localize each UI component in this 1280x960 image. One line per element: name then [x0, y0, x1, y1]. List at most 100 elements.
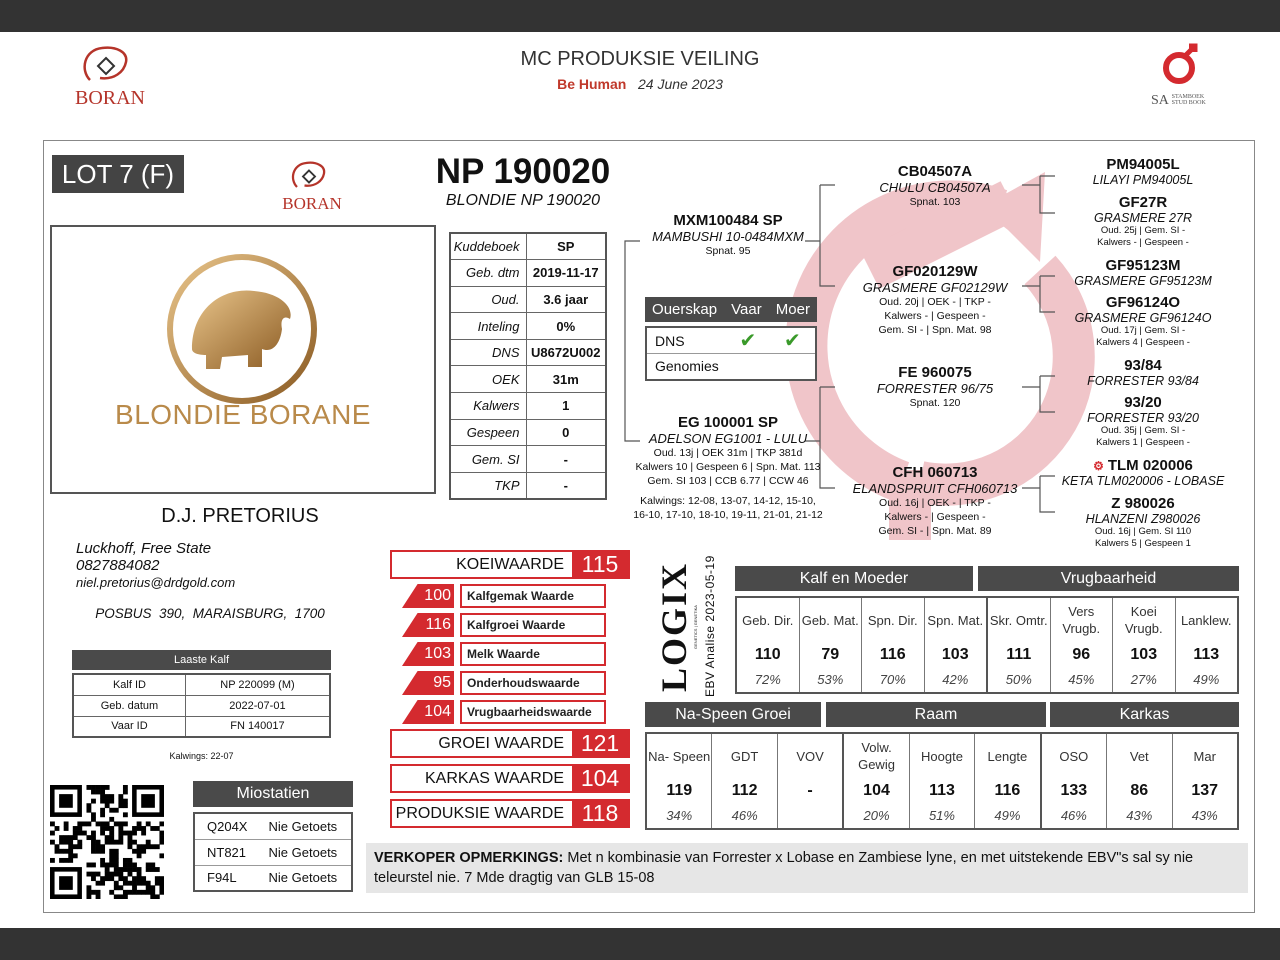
ebv-accuracy — [778, 808, 842, 824]
pedigree-id-text: CFH 060713 — [892, 464, 978, 481]
pedigree-info: 16-10, 17-10, 18-10, 19-11, 21-01, 21-12 — [633, 509, 823, 521]
detail-label: Kalwers — [450, 392, 527, 420]
pedigree-id-text: Z 980026 — [1111, 495, 1175, 512]
myostatin-code: Q204X — [194, 813, 257, 840]
pedigree-paternal-grandsire: CB04507A CHULU CB04507A Spnat. 103 — [879, 163, 990, 209]
ebv-column: Volw. Gewig 104 20% — [844, 734, 910, 828]
pedigree-name: FORRESTER 93/20 — [1087, 411, 1199, 425]
qr-code[interactable] — [50, 785, 164, 899]
pedigree-name: ELANDSPRUIT CFH060713 — [852, 481, 1018, 496]
lot-card-frame — [43, 140, 1255, 913]
dam-check-icon — [769, 353, 816, 380]
organizer: Be Human — [557, 76, 627, 92]
pedigree-id: 93/84 — [1087, 357, 1199, 374]
ebv-value: 116 — [879, 646, 906, 663]
auction-date: 24 June 2023 — [638, 76, 723, 92]
sub-index-value: 100 — [402, 584, 454, 608]
ebv-trait: GDT — [730, 748, 759, 764]
sub-index-value: 104 — [402, 700, 454, 724]
pedigree-name: GRASMERE GF02129W — [862, 280, 1008, 295]
ebv-value: 133 — [1060, 782, 1088, 799]
ebv-column: VOV - — [778, 734, 845, 828]
last-calf-row: Kalf ID NP 220099 (M) — [72, 673, 331, 696]
pedigree-info: Oud. 20j | OEK - | TKP - — [879, 296, 991, 308]
pedigree-name: MAMBUSHI 10-0484MXM — [652, 229, 804, 244]
pedigree-info: Gem. SI - | Spn. Mat. 98 — [878, 324, 992, 336]
ebv-value: 137 — [1191, 782, 1219, 799]
myostatin-row: Q204X Nie Getoets — [194, 813, 352, 840]
boran-logo: BORAN — [70, 42, 150, 109]
detail-value: 3.6 jaar — [526, 286, 606, 314]
karkas-label: KARKAS WAARDE — [425, 770, 564, 787]
detail-value: - — [526, 445, 606, 473]
ebv-trait: Skr. Omtr. — [989, 612, 1048, 628]
pedigree-id: PM94005L — [1093, 156, 1194, 173]
pedigree-info: Gem. SI 103 | CCB 6.77 | CCW 46 — [647, 475, 809, 487]
seller-remarks-text: Met n kombinasie van Forrester x Lobase … — [374, 850, 1194, 886]
ebv-column: Spn. Dir. 116 70% — [862, 598, 925, 692]
pedigree-ggd-4: Z 980026 HLANZENI Z980026 Oud. 16j | Gem. … — [1086, 495, 1201, 550]
pedigree-info: Spnat. 120 — [909, 397, 961, 409]
dam-check-icon: ✔ — [769, 327, 816, 354]
ebv-column: GDT 112 46% — [712, 734, 778, 828]
ebv-column: Skr. Omtr. 111 50% — [988, 598, 1051, 692]
ebv-accuracy: 51% — [928, 808, 955, 823]
ebv-column: Hoogte 113 51% — [910, 734, 976, 828]
detail-value: U8672U002 — [526, 339, 606, 367]
ebv-trait: Volw. Gewig — [858, 740, 895, 772]
ebv-trait: Na- Speen — [648, 748, 711, 764]
pedigree-name: CHULU CB04507A — [879, 180, 991, 195]
ebv-column: Geb. Dir. 110 72% — [737, 598, 800, 692]
ebv-value: 103 — [941, 646, 969, 663]
sub-index: 116 Kalfgroei Waarde — [402, 613, 606, 637]
boran-logo-text: BORAN — [74, 87, 145, 109]
pedigree-name: ADELSON EG1001 - LULU — [648, 431, 808, 446]
parentage-row: DNS ✔ ✔ — [646, 327, 816, 354]
owner-email[interactable]: niel.pretorius@drdgold.com — [76, 575, 236, 590]
pedigree-info: Kalwers 4 | Gespeen - — [1096, 337, 1190, 348]
detail-row: Inteling 0% — [450, 312, 606, 340]
koeiwaarde-value: 115 — [572, 552, 628, 577]
ebv-column: Vers Vrugb. 96 45% — [1051, 598, 1113, 692]
pedigree-id-text: FE 960075 — [898, 364, 972, 381]
ebv-trait: Vers Vrugb. — [1062, 604, 1101, 636]
groei-label: GROEI WAARDE — [438, 735, 564, 752]
pedigree-maternal-granddam: CFH 060713 ELANDSPRUIT CFH060713 Oud. 16j … — [853, 464, 1018, 538]
ebv-table: Na- Speen 119 34% GDT 112 46% VOV - Volw. Gewig 1… — [645, 732, 1239, 830]
parentage-label: Genomies — [646, 353, 726, 380]
ebv-accuracy: 46% — [731, 808, 758, 823]
ebv-group-header: Kalf en Moeder — [735, 566, 973, 591]
ebv-column: OSO 133 46% — [1042, 734, 1108, 828]
ebv-trait: Vet — [1129, 748, 1149, 764]
ebv-accuracy: 43% — [1191, 808, 1218, 823]
pedigree-name: FORRESTER 93/84 — [1087, 374, 1199, 388]
pedigree-ggs-1: PM94005L LILAYI PM94005L — [1093, 156, 1194, 187]
detail-value: 31m — [526, 365, 606, 394]
pedigree-sire: MXM100484 SP MAMBUSHI 10-0484MXM Spnat. 95 — [652, 212, 804, 258]
ebv-column: Mar 137 43% — [1173, 734, 1237, 828]
sub-index: 103 Melk Waarde — [402, 642, 606, 666]
ebv-accuracy: 53% — [817, 672, 844, 687]
ebv-value: 110 — [754, 646, 781, 663]
karkas-value: 104 — [572, 766, 628, 791]
logix-logo-subtext: GENETICS | GENETIKA — [693, 605, 698, 649]
pedigree-ggd-2: GF96124O GRASMERE GF96124O Oud. 17j | Gem.… — [1075, 294, 1212, 349]
ebv-value: 119 — [666, 782, 693, 799]
pedigree-id-text: CB04507A — [897, 163, 973, 180]
parentage-label: DNS — [646, 327, 726, 354]
parentage-header-sire: Vaar — [731, 301, 762, 318]
pedigree-ggs-3: 93/84 FORRESTER 93/84 — [1087, 357, 1199, 388]
pedigree-id-text: EG 100001 SP — [677, 414, 779, 431]
karkas-index: KARKAS WAARDE 104 — [390, 764, 630, 793]
detail-label: Inteling — [450, 312, 527, 340]
owner-name: D.J. PRETORIUS — [161, 505, 319, 527]
detail-label: Gespeen — [450, 419, 527, 447]
ebv-value: 116 — [994, 782, 1021, 799]
pedigree-name: GRASMERE GF96124O — [1074, 311, 1212, 325]
detail-row: Gespeen 0 — [450, 419, 606, 447]
animal-name: BLONDIE NP 190020 — [445, 192, 601, 209]
detail-row: Kalwers 1 — [450, 392, 606, 420]
pedigree-id-text: GF95123M — [1105, 257, 1181, 274]
detail-label: DNS — [450, 339, 527, 367]
owner-location: Luckhoff, Free State — [76, 540, 212, 557]
